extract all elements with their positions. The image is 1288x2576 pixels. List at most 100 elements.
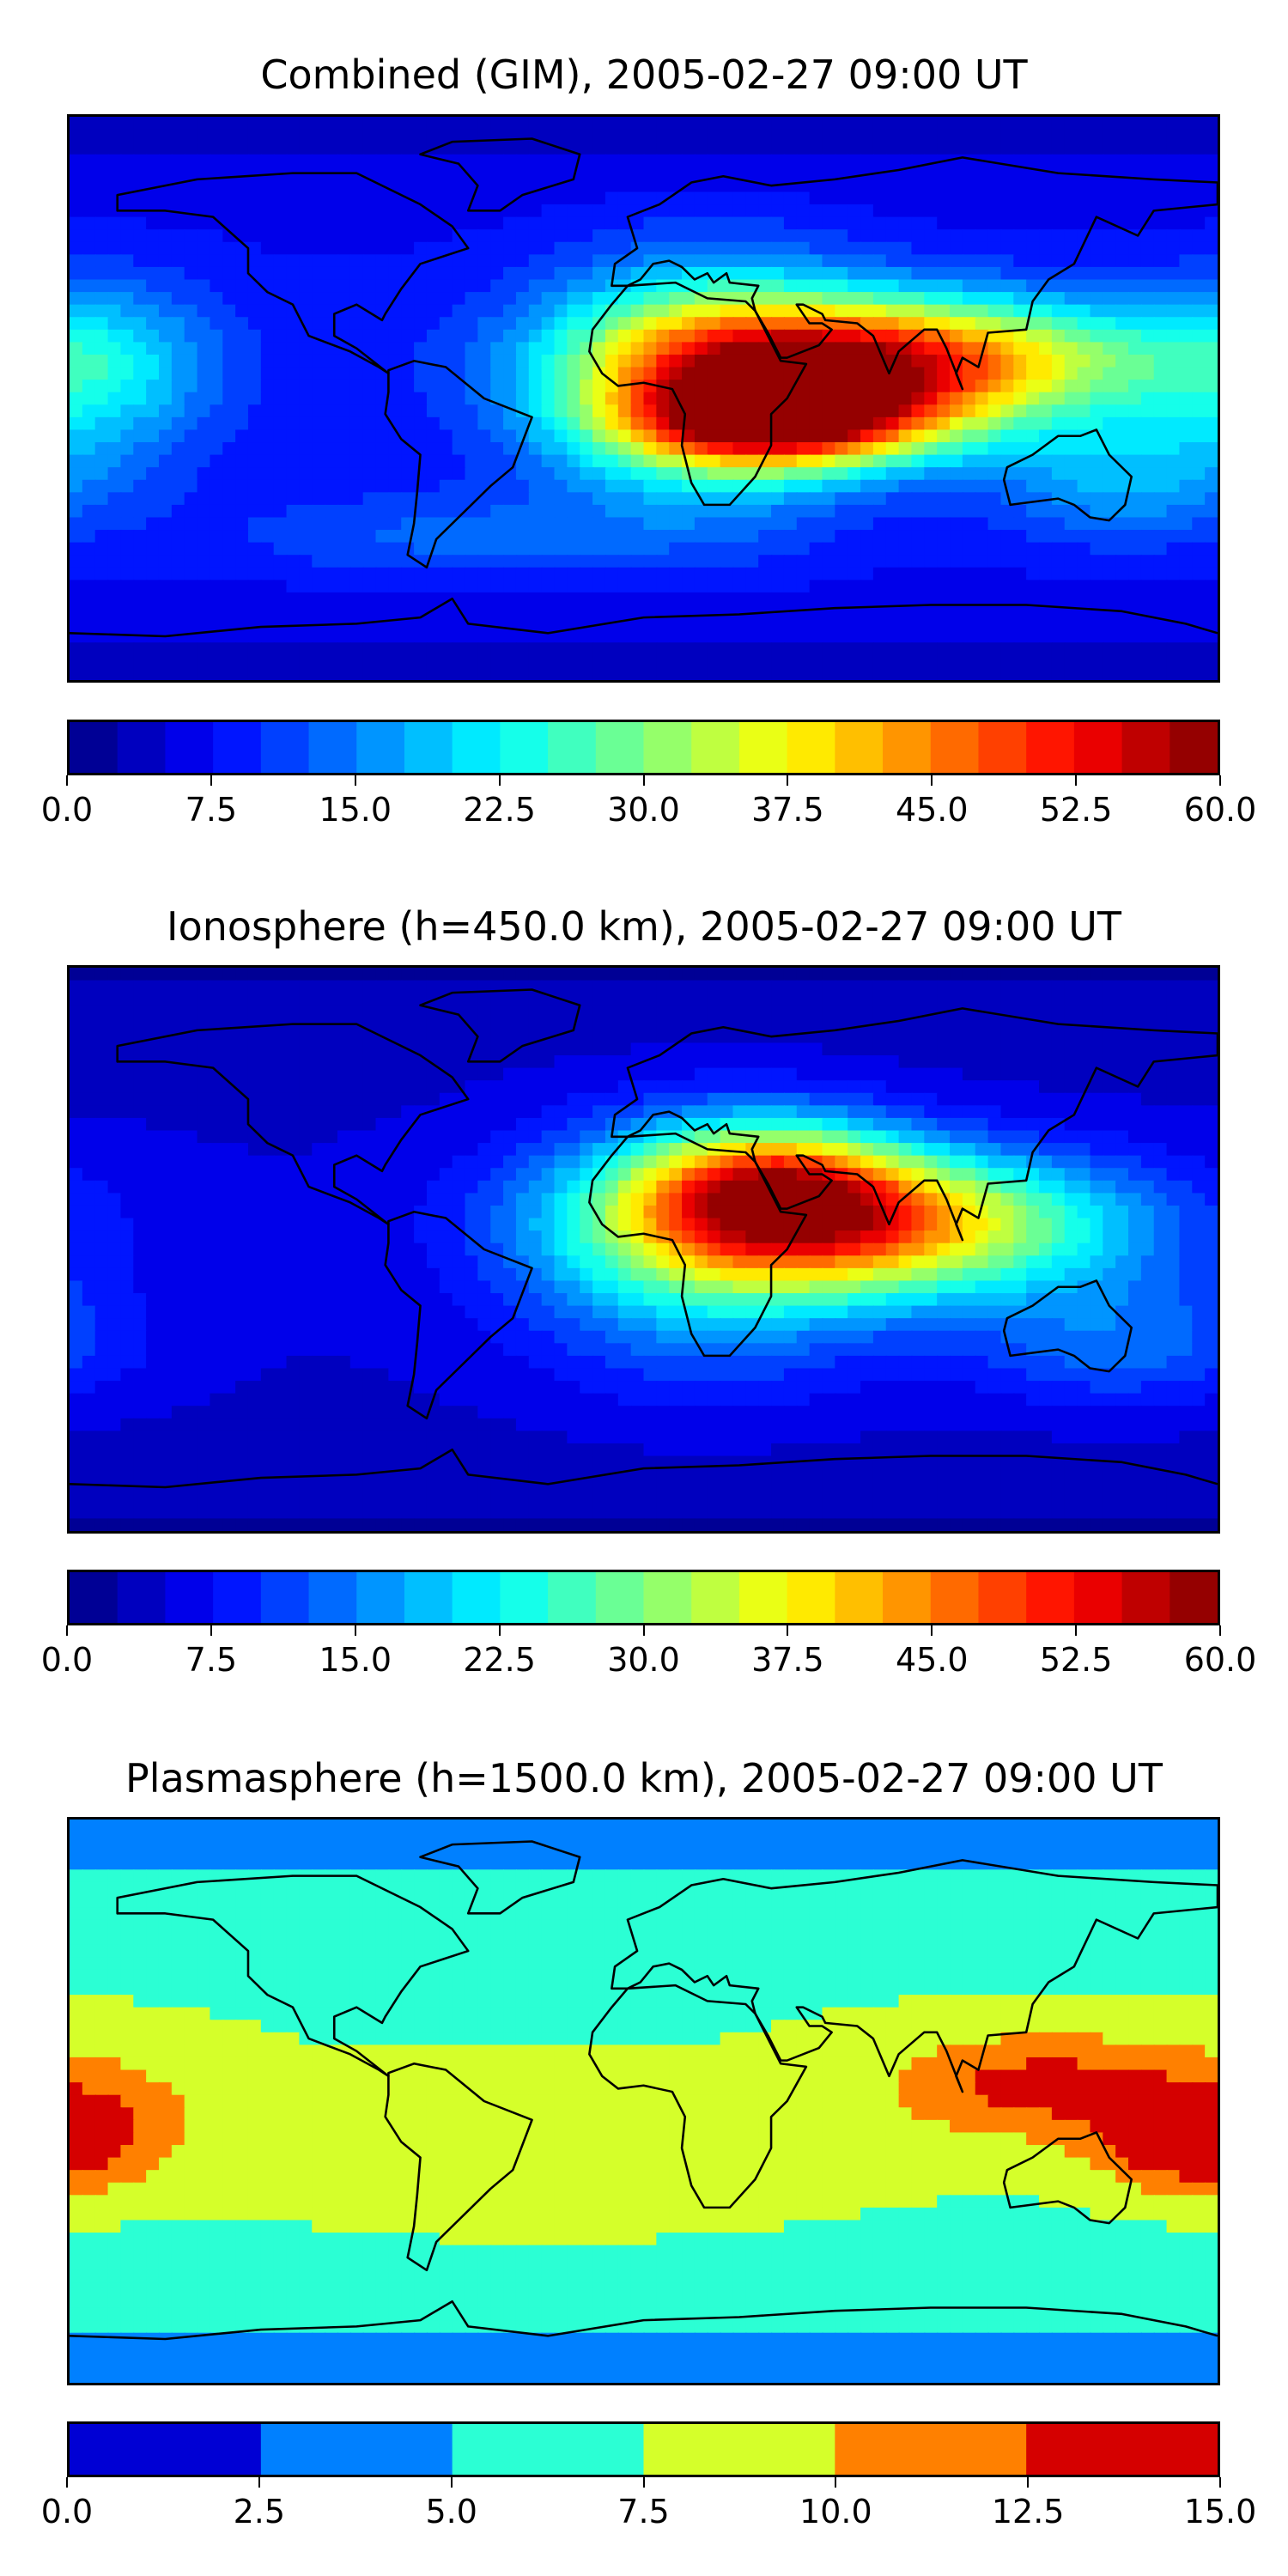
- heatmap-cell: [835, 179, 849, 193]
- heatmap-cell: [911, 667, 926, 680]
- heatmap-cell: [197, 530, 211, 544]
- heatmap-cell: [975, 216, 989, 231]
- heatmap-cell: [94, 392, 109, 406]
- heatmap-cell: [1115, 191, 1130, 206]
- heatmap-cell: [617, 517, 632, 532]
- heatmap-cell: [962, 980, 976, 994]
- heatmap-cell: [848, 492, 862, 507]
- heatmap-cell: [1077, 968, 1091, 981]
- heatmap-cell: [1026, 354, 1041, 368]
- heatmap-cell: [567, 416, 581, 431]
- heatmap-cell: [758, 380, 773, 393]
- heatmap-cell: [107, 542, 122, 556]
- heatmap-cell: [120, 629, 135, 644]
- heatmap-cell: [286, 442, 301, 456]
- heatmap-cell: [94, 642, 109, 656]
- heatmap-cell: [158, 1042, 173, 1057]
- heatmap-cell: [1140, 467, 1155, 481]
- heatmap-cell: [197, 1005, 211, 1019]
- heatmap-cell: [950, 129, 964, 143]
- heatmap-cell: [120, 617, 135, 631]
- heatmap-cell: [554, 154, 568, 168]
- heatmap-cell: [554, 968, 568, 981]
- heatmap-cell: [210, 1067, 224, 1082]
- heatmap-cell: [554, 241, 568, 256]
- heatmap-cell: [465, 530, 479, 544]
- heatmap-cell: [349, 1080, 364, 1094]
- heatmap-cell: [426, 1067, 440, 1082]
- heatmap-cell: [1000, 1018, 1015, 1031]
- heatmap-cell: [872, 142, 887, 155]
- heatmap-cell: [1179, 167, 1194, 180]
- heatmap-cell: [528, 354, 543, 368]
- heatmap-cell: [720, 154, 734, 168]
- heatmap-cell: [286, 216, 301, 231]
- heatmap-cell: [222, 279, 237, 294]
- heatmap-cell: [171, 154, 185, 168]
- heatmap-cell: [1153, 980, 1168, 994]
- heatmap-cell: [592, 204, 607, 218]
- heatmap-cell: [375, 605, 390, 619]
- heatmap-cell: [401, 1030, 416, 1044]
- heatmap-cell: [1077, 317, 1091, 331]
- heatmap-cell: [349, 179, 364, 193]
- heatmap-cell: [848, 993, 862, 1006]
- heatmap-cell: [1179, 492, 1194, 507]
- heatmap-cell: [273, 117, 288, 131]
- heatmap-cell: [158, 304, 173, 319]
- heatmap-cell: [120, 492, 135, 507]
- heatmap-cell: [349, 555, 364, 568]
- heatmap-cell: [975, 1067, 989, 1082]
- heatmap-cell: [592, 1055, 607, 1069]
- heatmap-cell: [325, 367, 339, 381]
- heatmap-cell: [809, 154, 823, 168]
- heatmap-cell: [1039, 204, 1053, 218]
- heatmap-cell: [299, 317, 313, 331]
- heatmap-cell: [210, 530, 224, 544]
- heatmap-cell: [362, 492, 377, 507]
- heatmap-cell: [299, 567, 313, 581]
- heatmap-cell: [1090, 229, 1104, 243]
- heatmap-cell: [898, 304, 913, 319]
- heatmap-cell: [299, 204, 313, 218]
- heatmap-cell: [401, 580, 416, 594]
- heatmap-cell: [605, 1005, 619, 1019]
- heatmap-cell: [796, 429, 811, 444]
- heatmap-cell: [133, 580, 148, 594]
- heatmap-cell: [414, 467, 428, 481]
- heatmap-cell: [541, 404, 556, 418]
- heatmap-cell: [643, 993, 658, 1006]
- heatmap-cell: [1128, 142, 1142, 155]
- heatmap-cell: [975, 404, 989, 418]
- heatmap-cell: [94, 454, 109, 469]
- heatmap-cell: [898, 492, 913, 507]
- heatmap-cell: [362, 993, 377, 1006]
- heatmap-cell: [426, 517, 440, 532]
- heatmap-cell: [1166, 517, 1181, 532]
- heatmap-cell: [375, 993, 390, 1006]
- heatmap-cell: [452, 530, 466, 544]
- heatmap-cell: [426, 980, 440, 994]
- heatmap-cell: [94, 1055, 109, 1069]
- heatmap-cell: [1103, 1042, 1117, 1057]
- heatmap-cell: [1064, 980, 1078, 994]
- heatmap-cell: [707, 968, 721, 981]
- heatmap-cell: [732, 216, 747, 231]
- heatmap-cell: [643, 129, 658, 143]
- heatmap-cell: [1000, 117, 1015, 131]
- heatmap-cell: [414, 654, 428, 669]
- heatmap-cell: [1140, 342, 1155, 356]
- heatmap-cell: [1026, 1005, 1041, 1019]
- heatmap-cell: [835, 229, 849, 243]
- heatmap-cell: [707, 555, 721, 568]
- heatmap-cell: [643, 354, 658, 368]
- heatmap-cell: [70, 1005, 83, 1019]
- heatmap-cell: [107, 492, 122, 507]
- heatmap-cell: [222, 517, 237, 532]
- heatmap-cell: [1166, 266, 1181, 281]
- heatmap-cell: [94, 605, 109, 619]
- heatmap-cell: [82, 1030, 96, 1044]
- heatmap-cell: [783, 1042, 798, 1057]
- heatmap-cell: [1064, 667, 1078, 680]
- heatmap-cell: [401, 292, 416, 306]
